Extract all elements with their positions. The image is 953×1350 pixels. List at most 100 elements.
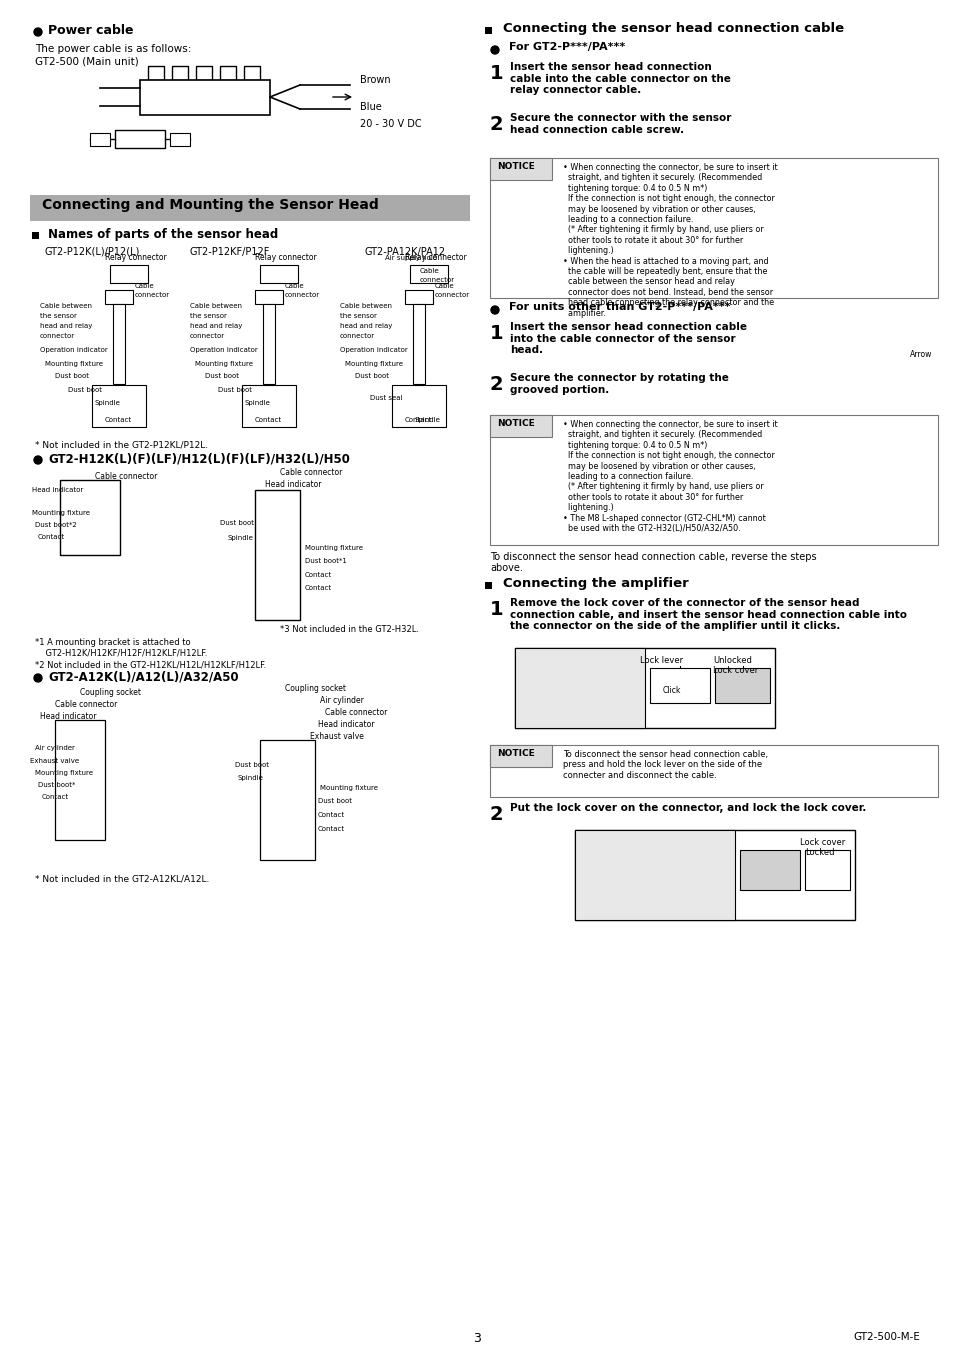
Text: Connecting the sensor head connection cable: Connecting the sensor head connection ca… xyxy=(502,22,843,35)
Text: 2: 2 xyxy=(490,805,503,823)
Bar xyxy=(112,304,125,383)
Text: Dust boot: Dust boot xyxy=(205,373,239,379)
Text: connector: connector xyxy=(285,292,320,298)
Text: Contact: Contact xyxy=(405,417,432,423)
Bar xyxy=(649,668,709,703)
Text: Cable: Cable xyxy=(419,269,439,274)
Text: Lock cover: Lock cover xyxy=(712,666,758,675)
Text: Mounting fixture: Mounting fixture xyxy=(35,769,92,776)
Text: Lock cover: Lock cover xyxy=(800,838,844,846)
Text: Cable: Cable xyxy=(435,284,455,289)
Text: Locked: Locked xyxy=(804,848,834,857)
Text: GT2-P12KF/P12F: GT2-P12KF/P12F xyxy=(190,247,270,256)
Text: Connecting and Mounting the Sensor Head: Connecting and Mounting the Sensor Head xyxy=(42,198,378,212)
Text: Contact: Contact xyxy=(317,811,345,818)
Bar xyxy=(263,304,274,383)
Text: Dust boot: Dust boot xyxy=(355,373,389,379)
Text: GT2-A12K(L)/A12(L)/A32/A50: GT2-A12K(L)/A12(L)/A32/A50 xyxy=(48,670,238,683)
Text: *3 Not included in the GT2-H32L.: *3 Not included in the GT2-H32L. xyxy=(280,625,418,634)
Text: Mounting fixture: Mounting fixture xyxy=(32,510,90,516)
Text: Cable between: Cable between xyxy=(40,302,91,309)
Bar xyxy=(740,850,800,890)
Text: Mounting fixture: Mounting fixture xyxy=(319,784,377,791)
Text: Cable between: Cable between xyxy=(339,302,392,309)
Text: Insert the sensor head connection
cable into the cable connector on the
relay co: Insert the sensor head connection cable … xyxy=(510,62,730,96)
Bar xyxy=(244,66,260,80)
Text: Head indicator: Head indicator xyxy=(40,711,96,721)
Text: For units other than GT2-P***/PA***: For units other than GT2-P***/PA*** xyxy=(509,302,730,312)
Text: GT2-H12K/H12KF/H12F/H12KLF/H12LF.: GT2-H12K/H12KF/H12F/H12KLF/H12LF. xyxy=(35,649,207,657)
Text: * Not included in the GT2-P12KL/P12L.: * Not included in the GT2-P12KL/P12L. xyxy=(35,440,208,450)
Bar xyxy=(575,830,854,919)
Circle shape xyxy=(34,28,42,36)
Text: NOTICE: NOTICE xyxy=(497,162,535,171)
Text: Cable between: Cable between xyxy=(190,302,242,309)
Bar xyxy=(148,66,164,80)
Text: Coupling socket: Coupling socket xyxy=(285,684,346,693)
Bar xyxy=(90,134,110,146)
Text: *2 Not included in the GT2-H12KL/H12L/H12KLF/H12LF.: *2 Not included in the GT2-H12KL/H12L/H1… xyxy=(35,660,266,670)
Bar xyxy=(254,290,283,304)
Bar xyxy=(405,290,433,304)
Text: Dust boot*: Dust boot* xyxy=(38,782,75,788)
Bar xyxy=(32,231,39,239)
Bar xyxy=(490,414,937,545)
Text: connector: connector xyxy=(419,277,455,284)
Text: • When connecting the connector, be sure to insert it
  straight, and tighten it: • When connecting the connector, be sure… xyxy=(562,163,777,317)
Text: To disconnect the sensor head connection cable,
press and hold the lock lever on: To disconnect the sensor head connection… xyxy=(562,751,767,780)
Bar xyxy=(254,490,299,620)
Text: Dust boot: Dust boot xyxy=(234,761,269,768)
Text: Cable connector: Cable connector xyxy=(280,468,342,477)
Text: 1: 1 xyxy=(490,63,503,82)
Text: Cable: Cable xyxy=(285,284,304,289)
Bar xyxy=(172,66,188,80)
Text: • When connecting the connector, be sure to insert it
  straight, and tighten it: • When connecting the connector, be sure… xyxy=(562,420,777,533)
Text: * Not included in the GT2-A12KL/A12L.: * Not included in the GT2-A12KL/A12L. xyxy=(35,875,209,884)
Text: Click: Click xyxy=(662,686,680,695)
Text: Spindle: Spindle xyxy=(245,400,271,406)
Text: Air supply hole: Air supply hole xyxy=(385,255,436,261)
Text: Dust boot*1: Dust boot*1 xyxy=(305,558,347,564)
Text: Exhaust valve: Exhaust valve xyxy=(30,757,79,764)
Text: Dust boot: Dust boot xyxy=(55,373,89,379)
Text: 1: 1 xyxy=(490,324,503,343)
Bar xyxy=(260,740,314,860)
Text: Dust boot*2: Dust boot*2 xyxy=(35,522,76,528)
Text: NOTICE: NOTICE xyxy=(497,418,535,428)
Bar xyxy=(170,134,190,146)
Bar xyxy=(490,745,937,796)
Text: Cable: Cable xyxy=(135,284,154,289)
Bar xyxy=(55,720,105,840)
Bar xyxy=(485,582,492,589)
Text: Exhaust valve: Exhaust valve xyxy=(310,732,363,741)
Text: Names of parts of the sensor head: Names of parts of the sensor head xyxy=(48,228,278,242)
Bar xyxy=(30,194,470,221)
Text: head and relay: head and relay xyxy=(190,323,242,329)
Circle shape xyxy=(491,46,498,54)
Bar xyxy=(515,648,774,728)
Text: 2: 2 xyxy=(490,115,503,134)
Text: Brown: Brown xyxy=(359,76,390,85)
Text: Spindle: Spindle xyxy=(237,775,264,782)
Text: Head indicator: Head indicator xyxy=(317,720,375,729)
Circle shape xyxy=(34,674,42,682)
Text: Contact: Contact xyxy=(42,794,69,801)
Text: Arrow: Arrow xyxy=(909,350,931,359)
Text: Secure the connector by rotating the
grooved portion.: Secure the connector by rotating the gro… xyxy=(510,373,728,394)
Text: the sensor: the sensor xyxy=(339,313,376,319)
Bar xyxy=(91,385,146,427)
Text: Spindle: Spindle xyxy=(415,417,440,423)
Text: Unlocked: Unlocked xyxy=(712,656,751,666)
Text: Connecting the amplifier: Connecting the amplifier xyxy=(502,576,688,590)
Text: Relay connector: Relay connector xyxy=(405,252,466,262)
Text: 1: 1 xyxy=(490,599,503,620)
Text: Air cylinder: Air cylinder xyxy=(35,745,74,751)
Bar xyxy=(195,66,212,80)
Text: Contact: Contact xyxy=(305,585,332,591)
Bar xyxy=(575,830,734,919)
Text: Spindle: Spindle xyxy=(95,400,121,406)
Bar xyxy=(115,130,165,148)
Bar xyxy=(485,27,492,34)
Text: Mounting fixture: Mounting fixture xyxy=(345,360,402,367)
Text: GT2-PA12K/PA12: GT2-PA12K/PA12 xyxy=(365,247,446,256)
